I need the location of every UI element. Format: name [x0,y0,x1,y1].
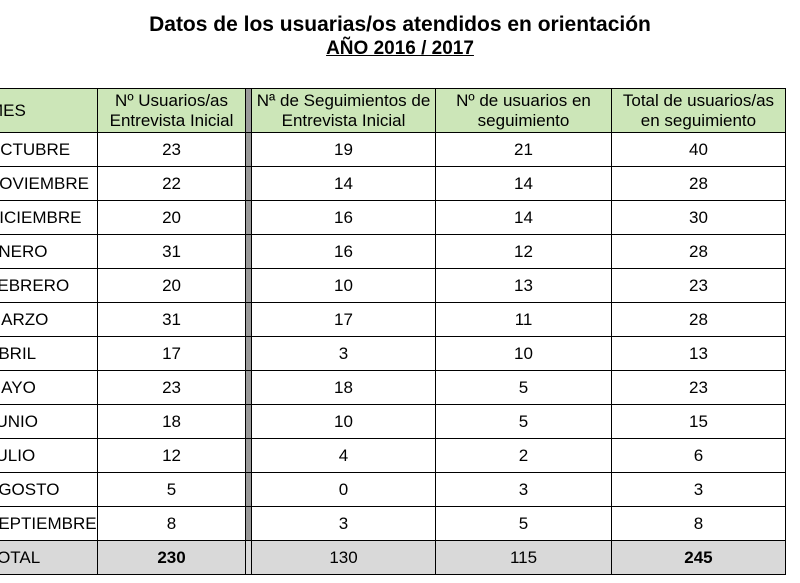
table-row: MARZO31171128 [0,302,787,337]
table-row: AGOSTO5033 [0,472,787,507]
value-cell: 8 [96,506,247,541]
data-table: MES Nº Usuarios/as Entrevista Inicial Nª… [0,88,787,575]
header-usuarios-seguimiento: Nº de usuarios en seguimiento [435,88,612,133]
value-cell: 40 [610,132,787,167]
value-cell: 12 [435,234,612,269]
value-cell: 11 [435,302,612,337]
value-cell: 20 [96,200,247,235]
month-cell: DICIEMBRE [0,200,98,235]
month-cell: ABRIL [0,336,98,371]
document-title: Datos de los usuarias/os atendidos en or… [149,13,651,36]
table-row: FEBRERO20101323 [0,268,787,303]
value-cell: 13 [610,336,787,371]
value-cell: 5 [96,472,247,507]
month-cell: NOVIEMBRE [0,166,98,201]
value-cell: 28 [610,234,787,269]
month-cell: MAYO [0,370,98,405]
total-value: 245 [610,540,787,575]
value-cell: 4 [250,438,437,473]
total-label: TOTAL [0,540,98,575]
month-cell: SEPTIEMBRE [0,506,98,541]
table-row: JULIO12426 [0,438,787,473]
value-cell: 14 [435,200,612,235]
month-cell: OCTUBRE [0,132,98,167]
value-cell: 10 [250,404,437,439]
value-cell: 18 [96,404,247,439]
value-cell: 6 [610,438,787,473]
month-cell: ENERO [0,234,98,269]
month-cell: FEBRERO [0,268,98,303]
value-cell: 20 [96,268,247,303]
table-row: NOVIEMBRE22141428 [0,166,787,201]
value-cell: 13 [435,268,612,303]
month-cell: AGOSTO [0,472,98,507]
month-cell: JUNIO [0,404,98,439]
total-row: TOTAL230130115245 [0,540,787,575]
value-cell: 3 [250,336,437,371]
value-cell: 5 [435,506,612,541]
value-cell: 23 [610,268,787,303]
table-row: SEPTIEMBRE8358 [0,506,787,541]
header-total-seguimiento: Total de usuarios/as en seguimiento [610,88,787,133]
value-cell: 30 [610,200,787,235]
value-cell: 16 [250,234,437,269]
month-cell: JULIO [0,438,98,473]
value-cell: 23 [96,132,247,167]
value-cell: 19 [250,132,437,167]
value-cell: 28 [610,166,787,201]
value-cell: 16 [250,200,437,235]
value-cell: 0 [250,472,437,507]
value-cell: 10 [250,268,437,303]
column-separator [245,540,252,575]
value-cell: 28 [610,302,787,337]
total-value: 230 [96,540,247,575]
table-row: ENERO31161228 [0,234,787,269]
header-seguimientos: Nª de Seguimientos de Entrevista Inicial [250,88,437,133]
table-row: ABRIL1731013 [0,336,787,371]
value-cell: 5 [435,370,612,405]
header-mes: MES [0,88,98,133]
value-cell: 22 [96,166,247,201]
value-cell: 17 [250,302,437,337]
value-cell: 12 [96,438,247,473]
value-cell: 5 [435,404,612,439]
value-cell: 31 [96,234,247,269]
document-subtitle: AÑO 2016 / 2017 [326,38,474,59]
table-row: OCTUBRE23192140 [0,132,787,167]
value-cell: 3 [250,506,437,541]
value-cell: 21 [435,132,612,167]
value-cell: 23 [96,370,247,405]
header-row: MES Nº Usuarios/as Entrevista Inicial Nª… [0,88,787,133]
total-value: 115 [435,540,612,575]
table-body: OCTUBRE23192140NOVIEMBRE22141428DICIEMBR… [0,132,787,575]
value-cell: 31 [96,302,247,337]
value-cell: 18 [250,370,437,405]
value-cell: 17 [96,336,247,371]
month-cell: MARZO [0,302,98,337]
value-cell: 3 [610,472,787,507]
table-row: MAYO2318523 [0,370,787,405]
table-row: DICIEMBRE20161430 [0,200,787,235]
value-cell: 15 [610,404,787,439]
total-value: 130 [250,540,437,575]
value-cell: 23 [610,370,787,405]
value-cell: 14 [435,166,612,201]
value-cell: 14 [250,166,437,201]
value-cell: 8 [610,506,787,541]
table-row: JUNIO1810515 [0,404,787,439]
header-entrevista-inicial: Nº Usuarios/as Entrevista Inicial [96,88,247,133]
value-cell: 2 [435,438,612,473]
value-cell: 10 [435,336,612,371]
value-cell: 3 [435,472,612,507]
